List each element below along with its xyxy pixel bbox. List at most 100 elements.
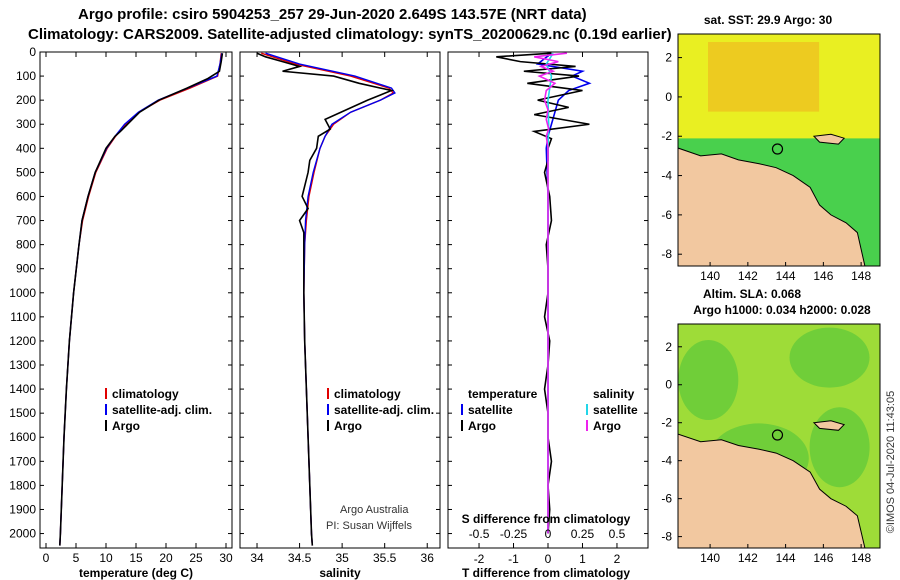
sla-land-new-guinea — [678, 433, 866, 548]
depth-tick-label: 0 — [29, 45, 36, 59]
sal-annotation-group: Argo Australia — [340, 504, 409, 516]
sla-float-marker — [771, 429, 784, 441]
diff-t-tick-label: 0 — [545, 552, 552, 566]
sla-map-title-2: Argo h1000: 0.034 h2000: 0.028 — [693, 303, 871, 317]
salinity-axes-frame — [239, 51, 441, 549]
depth-tick-label: 1000 — [9, 286, 36, 300]
diff-s-xlabel: S difference from climatology — [462, 512, 631, 526]
depth-tick-label: 1700 — [9, 454, 36, 468]
sla-anomaly-blob — [678, 340, 739, 420]
depth-tick-label: 1800 — [9, 478, 36, 492]
depth-tick-label: 1500 — [9, 406, 36, 420]
sst-land-manus — [812, 133, 846, 145]
depth-tick-label: 700 — [16, 214, 36, 228]
diff-legend-temp-title: temperature — [468, 387, 538, 401]
diff-t-tick-label: -1 — [508, 552, 519, 566]
temperature-xtick-label: 25 — [189, 551, 203, 565]
depth-tick-label: 1200 — [9, 334, 36, 348]
sst-map-frame — [677, 33, 881, 267]
imos-credit: ©IMOS 04-Jul-2020 11:43:05 — [885, 391, 897, 533]
temperature-xtick-label: 0 — [43, 551, 50, 565]
salinity-xtick-label: 36 — [421, 551, 435, 565]
sla-xtick-label: 140 — [700, 551, 720, 565]
diff-legend-temp-item: satellite — [468, 403, 513, 417]
sst-xtick-label: 148 — [851, 269, 871, 283]
sla-anomaly-blob — [809, 407, 870, 488]
depth-tick-label: 100 — [16, 69, 36, 83]
sla-ytick-label: -2 — [661, 416, 672, 430]
sal-legend-item: climatology — [334, 387, 401, 401]
sal-xlabel: salinity — [319, 566, 361, 580]
sla-map-title-1: Altim. SLA: 0.068 — [703, 287, 801, 301]
sla-map-layer — [678, 324, 880, 548]
sla-land-manus — [812, 420, 846, 431]
diff-s-tick-label: -0.5 — [469, 527, 490, 541]
temperature-xtick-label: 10 — [99, 551, 113, 565]
temp-legend-item: Argo — [112, 419, 140, 433]
sal-annotation-pi: PI: Susan Wijffels — [326, 520, 412, 532]
diff-legend-temp-item: Argo — [468, 419, 496, 433]
diff-t-xlabel: T difference from climatology — [462, 566, 630, 580]
salinity-xtick-label: 34 — [250, 551, 264, 565]
sal-line-Argo — [256, 52, 395, 546]
temp-legend-item: climatology — [112, 387, 179, 401]
temperature-xtick-label: 5 — [73, 551, 80, 565]
depth-tick-label: 500 — [16, 165, 36, 179]
sst-xtick-label: 144 — [776, 269, 796, 283]
title-line-1: Argo profile: csiro 5904253_257 29-Jun-2… — [78, 6, 587, 23]
depth-tick-label: 400 — [16, 141, 36, 155]
sst-ytick-label: -8 — [661, 247, 672, 261]
sst-map-title: sat. SST: 29.9 Argo: 30 — [704, 13, 833, 27]
diff-legend-sal-title: salinity — [593, 387, 635, 401]
depth-tick-label: 300 — [16, 117, 36, 131]
sla-ytick-label: -6 — [661, 492, 672, 506]
sst-ytick-label: -2 — [661, 129, 672, 143]
diff-t-tick-label: 2 — [614, 552, 621, 566]
sst-xtick-label: 146 — [813, 269, 833, 283]
diff-legend-sal-item: satellite — [593, 403, 638, 417]
depth-tick-label: 900 — [16, 262, 36, 276]
temperature-xtick-label: 20 — [159, 551, 173, 565]
diff-legend-sal-item: Argo — [593, 419, 621, 433]
sla-ytick-label: 0 — [665, 378, 672, 392]
sla-ytick-label: -4 — [661, 454, 672, 468]
sla-anomaly-blob — [789, 327, 870, 388]
diff-s-tick-label: 0 — [545, 527, 552, 541]
sal-legend-item: satellite-adj. clim. — [334, 403, 434, 417]
temp-legend-item: satellite-adj. clim. — [112, 403, 212, 417]
sla-xtick-label: 146 — [813, 551, 833, 565]
diff-line-3 — [534, 52, 568, 534]
temperature-xtick-label: 15 — [129, 551, 143, 565]
sla-xtick-label: 148 — [851, 551, 871, 565]
salinity-xtick-label: 34.5 — [288, 551, 312, 565]
sst-float-marker — [771, 143, 784, 155]
diff-t-tick-label: 1 — [579, 552, 586, 566]
title-line-2: Climatology: CARS2009. Satellite-adjuste… — [28, 26, 672, 43]
sst-ytick-label: 2 — [665, 51, 672, 65]
depth-tick-label: 200 — [16, 93, 36, 107]
temperature-axes-frame — [39, 51, 233, 549]
sla-ytick-label: 2 — [665, 340, 672, 354]
sla-ytick-label: -8 — [661, 530, 672, 544]
depth-tick-label: 1300 — [9, 358, 36, 372]
sal-legend-item: Argo — [334, 419, 362, 433]
depth-tick-label: 1600 — [9, 430, 36, 444]
sst-xtick-label: 140 — [700, 269, 720, 283]
sst-ytick-label: -6 — [661, 208, 672, 222]
salinity-xtick-label: 35 — [335, 551, 349, 565]
temp-xlabel: temperature (deg C) — [79, 566, 193, 580]
sst-xtick-label: 142 — [738, 269, 758, 283]
temperature-xtick-label: 30 — [219, 551, 233, 565]
diff-s-tick-label: 0.5 — [609, 527, 626, 541]
diff-s-tick-label: -0.25 — [500, 527, 528, 541]
sst-map-layer — [678, 34, 880, 266]
depth-tick-label: 2000 — [9, 527, 36, 541]
sla-xtick-label: 144 — [776, 551, 796, 565]
temp-line-Argo — [59, 53, 224, 546]
depth-tick-label: 1900 — [9, 502, 36, 516]
sla-map-frame — [677, 323, 881, 549]
sla-xtick-label: 142 — [738, 551, 758, 565]
depth-tick-label: 800 — [16, 238, 36, 252]
sst-ytick-label: -4 — [661, 169, 672, 183]
